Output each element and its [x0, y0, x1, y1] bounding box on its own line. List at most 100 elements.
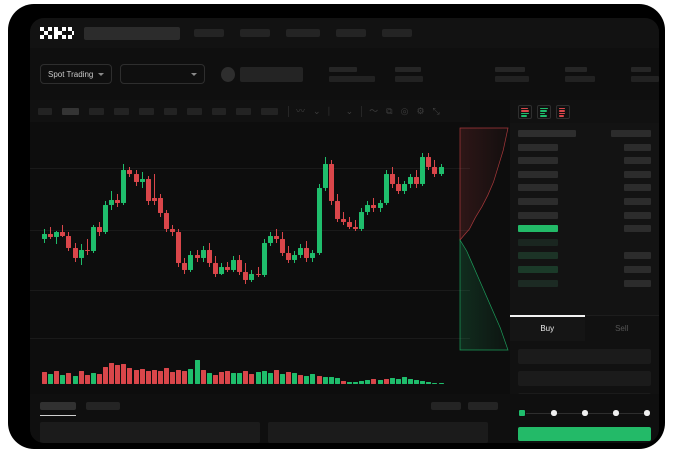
magnet-icon[interactable]: ⧉	[386, 107, 392, 116]
volume-bar	[335, 378, 340, 384]
tab-buy[interactable]: Buy	[510, 316, 585, 341]
slider-handle[interactable]	[518, 409, 526, 417]
order-amount	[624, 212, 651, 219]
volume-bar	[390, 378, 395, 384]
volume-bar	[219, 372, 224, 384]
chevron-down-icon	[98, 73, 104, 76]
camera-icon[interactable]: ◎	[401, 107, 409, 116]
nav-item-2[interactable]	[240, 29, 270, 37]
orders-content	[40, 422, 488, 443]
order-book-ask-row[interactable]	[518, 183, 651, 192]
slider-mark-75[interactable]	[613, 410, 619, 416]
order-book-ask-row[interactable]	[518, 143, 651, 152]
bottom-card-2	[268, 422, 488, 443]
volume-bar	[134, 370, 139, 384]
volume-bar	[359, 381, 364, 384]
volume-bar	[127, 368, 132, 384]
tab-order-history[interactable]	[86, 402, 120, 410]
order-type-field[interactable]	[518, 349, 651, 364]
tab-open-orders[interactable]	[40, 402, 76, 410]
order-book-rows[interactable]	[510, 123, 659, 315]
volume-bar	[42, 372, 47, 384]
order-amount	[624, 198, 651, 205]
bottom-action-1[interactable]	[431, 402, 461, 410]
volume-bar	[213, 375, 218, 384]
bottom-action-2[interactable]	[468, 402, 498, 410]
timeframe-15m[interactable]	[114, 108, 129, 115]
orders-panel	[30, 394, 510, 443]
volume-bar	[115, 365, 120, 384]
nav-item-5[interactable]	[382, 29, 412, 37]
chart-type-icon[interactable]: ⌄	[346, 107, 354, 116]
volume-bar	[152, 370, 157, 384]
stat-label	[329, 67, 357, 72]
volume-bar	[286, 372, 291, 384]
device-screen: Spot Trading	[30, 18, 659, 443]
nav-item-1[interactable]	[194, 29, 224, 37]
trading-mode-selector[interactable]: Spot Trading	[40, 64, 112, 84]
volume-bar	[396, 379, 401, 384]
order-amount	[624, 184, 651, 191]
volume-bar	[274, 370, 279, 384]
search-input[interactable]	[84, 27, 180, 40]
timeframe-1d[interactable]	[212, 108, 226, 115]
order-amount	[624, 280, 651, 287]
stat-change-24h	[395, 67, 423, 82]
chart-toolbar: 〰 ⌄ ⎸ ⌄ 〜 ⧉ ◎ ⚙ ⤡	[30, 100, 470, 122]
volume-bar	[66, 373, 71, 384]
slider-mark-25[interactable]	[551, 410, 557, 416]
volume-bar	[408, 379, 413, 384]
volume-bar	[414, 380, 419, 384]
order-book-bid-row[interactable]	[518, 265, 651, 274]
volume-bar	[195, 360, 200, 384]
candlestick-series	[30, 122, 470, 352]
volume-bar	[353, 382, 358, 384]
place-order-button[interactable]	[518, 427, 651, 441]
order-book-ask-row[interactable]	[518, 197, 651, 206]
orderbook-mode-asks[interactable]	[556, 105, 570, 119]
volume-bar	[256, 372, 261, 384]
order-price	[518, 171, 558, 178]
timeframe-1m[interactable]	[62, 108, 79, 115]
timeframe-5m[interactable]	[89, 108, 104, 115]
order-book-last-price[interactable]	[518, 224, 651, 233]
timeframe-30m[interactable]	[139, 108, 154, 115]
drawing-tools-icon[interactable]: ⎸	[329, 107, 338, 116]
order-amount	[624, 252, 651, 259]
volume-bar	[298, 375, 303, 384]
nav-item-3[interactable]	[286, 29, 320, 37]
volume-bar	[207, 373, 212, 384]
settings-gear-icon[interactable]: ⚙	[416, 107, 424, 116]
tab-sell[interactable]: Sell	[585, 316, 660, 341]
order-book-view-modes	[510, 100, 659, 123]
orderbook-mode-bids[interactable]	[537, 105, 551, 119]
order-book-bid-row[interactable]	[518, 238, 651, 247]
order-book-header[interactable]	[518, 129, 651, 138]
orderbook-mode-both[interactable]	[518, 105, 532, 119]
order-book-bid-row[interactable]	[518, 251, 651, 260]
fullscreen-icon[interactable]: ⤡	[433, 107, 440, 116]
pair-selector[interactable]	[120, 64, 205, 84]
slider-mark-50[interactable]	[582, 410, 588, 416]
timeframe-more[interactable]	[261, 108, 278, 115]
slider-mark-100[interactable]	[644, 410, 650, 416]
timeframe-4h[interactable]	[187, 108, 202, 115]
nav-item-4[interactable]	[336, 29, 366, 37]
timeframe-1h[interactable]	[164, 108, 177, 115]
line-chart-icon[interactable]: 〜	[369, 107, 378, 116]
okx-logo-icon[interactable]	[40, 27, 74, 39]
indicators-icon[interactable]: 〰	[296, 107, 305, 116]
price-chart[interactable]	[30, 122, 470, 394]
order-price-field[interactable]	[518, 371, 651, 386]
order-book-bid-row[interactable]	[518, 279, 651, 288]
amount-slider[interactable]	[518, 409, 651, 417]
timeframe-1w[interactable]	[236, 108, 251, 115]
order-book-ask-row[interactable]	[518, 156, 651, 165]
volume-bar	[317, 376, 322, 384]
volume-bar	[329, 377, 334, 384]
market-depth-chart	[454, 122, 510, 352]
compare-icon[interactable]: ⌄	[313, 107, 321, 116]
order-book-ask-row[interactable]	[518, 170, 651, 179]
timeframe-time[interactable]	[38, 108, 52, 115]
order-book-ask-row[interactable]	[518, 211, 651, 220]
